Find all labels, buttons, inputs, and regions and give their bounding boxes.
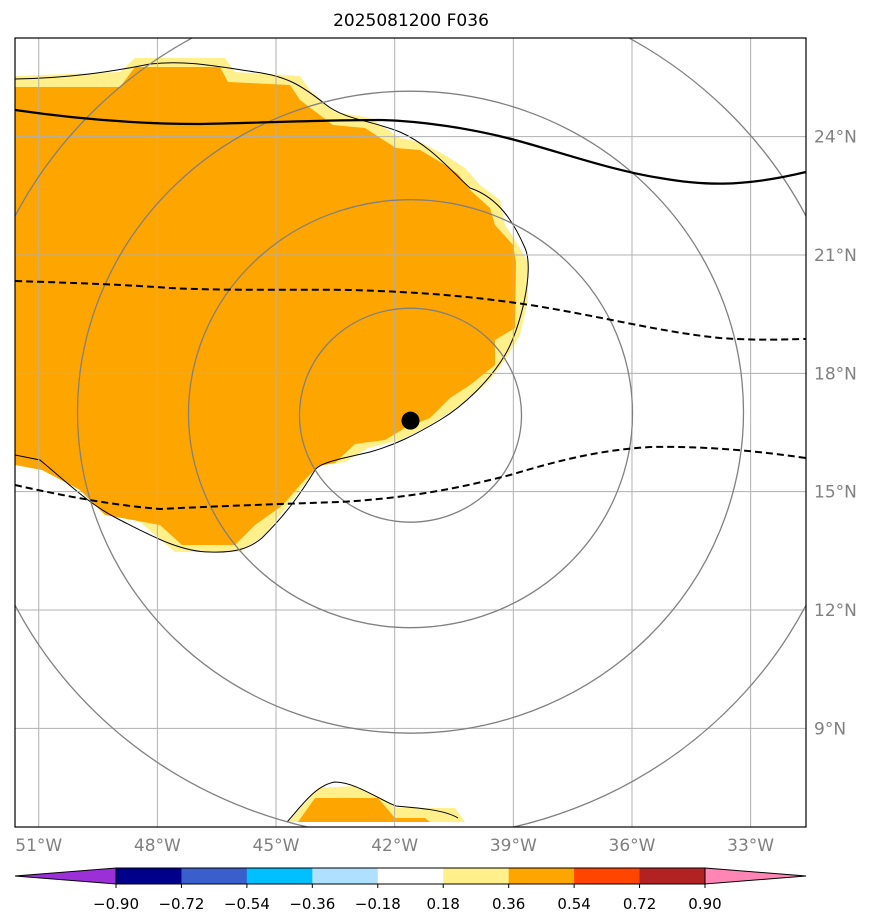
colorbar-segment [181, 868, 248, 884]
colorbar-tick-label: −0.90 [93, 895, 139, 913]
colorbar-tick-label: 0.54 [557, 895, 590, 913]
colorbar-tick-label: 0.36 [492, 895, 525, 913]
latitude-tick-label: 9°N [814, 719, 846, 739]
range-rings [15, 38, 806, 827]
colorbar-segment [312, 868, 379, 884]
range-ring [187, 199, 634, 629]
colorbar-frame [115, 867, 706, 885]
storm-center-marker [401, 411, 420, 430]
map-frame [14, 37, 807, 828]
colorbar-extend-low [14, 867, 117, 885]
contour-dashed-lower [15, 445, 806, 511]
colorbar-segment [246, 868, 313, 884]
colorbar-tick-label: 0.72 [623, 895, 656, 913]
colorbar-segment [443, 868, 510, 884]
latitude-tick-label: 18°N [814, 364, 857, 384]
contour-solid [15, 108, 806, 185]
longitude-tick-label: 42°W [371, 836, 418, 856]
shaded-region-south-core [298, 798, 430, 822]
longitude-tick-label: 33°W [727, 836, 774, 856]
colorbar-tick-label: −0.72 [158, 895, 204, 913]
colorbar-tick-label: 0.18 [427, 895, 460, 913]
longitude-tick-label: 45°W [253, 836, 300, 856]
colorbar-tick-label: 0.90 [688, 895, 721, 913]
region-outline-south [286, 781, 459, 823]
range-ring [76, 90, 745, 734]
latitude-tick-label: 24°N [814, 128, 857, 148]
figure-title: 2025081200 F036 [333, 11, 489, 31]
colorbar-segment [377, 868, 444, 884]
longitude-tick-label: 39°W [490, 836, 537, 856]
colorbar-tick-label: −0.54 [224, 895, 270, 913]
shaded-region-core [15, 67, 516, 545]
latitude-tick-label: 12°N [814, 601, 857, 621]
contour-dashed-upper [15, 280, 806, 341]
colorbar: −0.90 −0.72 −0.54 −0.36 −0.18 0.18 0.36 0.54 0.7… [14, 867, 807, 913]
colorbar-tick-label: −0.36 [289, 895, 335, 913]
colorbar-segment [639, 868, 706, 884]
longitude-tick-label: 51°W [15, 836, 62, 856]
latitude-tick-label: 15°N [814, 483, 857, 503]
latitude-tick-labels: 24°N 21°N 18°N 15°N 12°N 9°N [814, 128, 857, 740]
latitude-tick-label: 21°N [814, 246, 857, 266]
longitude-tick-labels: 51°W 48°W 45°W 42°W 39°W 36°W 33°W [15, 836, 774, 856]
colorbar-extend-high [704, 867, 807, 885]
colorbar-segment [508, 868, 575, 884]
map-area [15, 38, 806, 827]
longitude-tick-label: 36°W [609, 836, 656, 856]
colorbar-segment [574, 868, 641, 884]
graticule [15, 38, 806, 827]
colorbar-segment [116, 868, 182, 884]
range-ring [298, 307, 523, 523]
colorbar-tick-label: −0.18 [355, 895, 401, 913]
longitude-tick-label: 48°W [134, 836, 181, 856]
